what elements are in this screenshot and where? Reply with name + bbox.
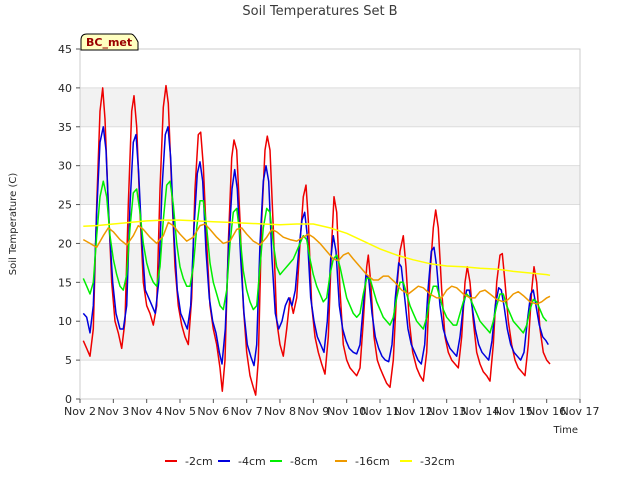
x-tick-label: Nov 6 bbox=[197, 405, 229, 418]
band-light bbox=[80, 204, 580, 244]
y-tick-label: 10 bbox=[58, 315, 72, 328]
legend-item: -8cm bbox=[270, 455, 318, 468]
y-tick-label: 40 bbox=[58, 82, 72, 95]
y-tick-label: 45 bbox=[58, 43, 72, 56]
x-tick-label: Nov 12 bbox=[394, 405, 433, 418]
x-tick-label: Nov 3 bbox=[97, 405, 129, 418]
y-axis-label: Soil Temperature (C) bbox=[8, 173, 19, 276]
series-line-16cmcm bbox=[82, 221, 551, 305]
x-tick-label: Nov 7 bbox=[231, 405, 263, 418]
x-tick-label: Nov 17 bbox=[561, 405, 600, 418]
station-badge: BC_met bbox=[80, 33, 139, 51]
badge-shape bbox=[80, 33, 139, 51]
y-axis-ticks: 0 5 10 15 20 25 30 35 40 45 bbox=[58, 43, 80, 406]
x-tick-label: Nov 10 bbox=[327, 405, 366, 418]
x-tick-label: Nov 15 bbox=[494, 405, 533, 418]
badge-text: BC_met bbox=[86, 36, 132, 49]
y-tick-label: 30 bbox=[58, 160, 72, 173]
band-shaded bbox=[80, 165, 580, 205]
plot-background-bands bbox=[80, 49, 580, 399]
y-tick-label: 20 bbox=[58, 237, 72, 250]
y-tick-label: 15 bbox=[58, 276, 72, 289]
x-tick-label: Nov 9 bbox=[297, 405, 329, 418]
x-tick-label: Nov 14 bbox=[461, 405, 500, 418]
plot-area-border bbox=[79, 48, 581, 400]
x-tick-label: Nov 2 bbox=[64, 405, 96, 418]
band-light bbox=[80, 126, 580, 166]
band-shaded bbox=[80, 321, 580, 361]
legend-item: -4cm bbox=[218, 455, 266, 468]
series-lines bbox=[82, 84, 551, 396]
x-tick-label: Nov 5 bbox=[164, 405, 196, 418]
series-line-32cmcm bbox=[83, 219, 551, 277]
legend-item: -32cm bbox=[400, 455, 455, 468]
x-axis-label: Time bbox=[553, 425, 578, 436]
legend-item: -2cm bbox=[165, 455, 213, 468]
y-tick-label: 0 bbox=[65, 393, 72, 406]
y-tick-label: 35 bbox=[58, 121, 72, 134]
band-light bbox=[80, 360, 580, 399]
legend-label: -16cm bbox=[355, 455, 390, 468]
x-axis-ticks: Nov 2 Nov 3 Nov 4 Nov 5 Nov 6 Nov 7 Nov 8 Nov 9… bbox=[64, 399, 599, 418]
legend-item: -16cm bbox=[335, 455, 390, 468]
band-shaded bbox=[80, 87, 580, 127]
x-tick-label: Nov 11 bbox=[361, 405, 400, 418]
x-tick-label: Nov 8 bbox=[264, 405, 296, 418]
x-tick-label: Nov 16 bbox=[527, 405, 566, 418]
series-line-2cmcm bbox=[82, 84, 551, 396]
x-tick-label: Nov 4 bbox=[131, 405, 163, 418]
y-tick-label: 5 bbox=[65, 354, 72, 367]
x-tick-label: Nov 13 bbox=[427, 405, 466, 418]
legend-label: -32cm bbox=[420, 455, 455, 468]
legend: -2cm -4cm -8cm -16cm -32cm bbox=[165, 455, 455, 468]
chart-title: Soil Temperatures Set B bbox=[242, 4, 397, 19]
band-light bbox=[80, 49, 580, 88]
legend-label: -8cm bbox=[290, 455, 318, 468]
legend-label: -4cm bbox=[238, 455, 266, 468]
legend-label: -2cm bbox=[185, 455, 213, 468]
y-tick-label: 25 bbox=[58, 199, 72, 212]
